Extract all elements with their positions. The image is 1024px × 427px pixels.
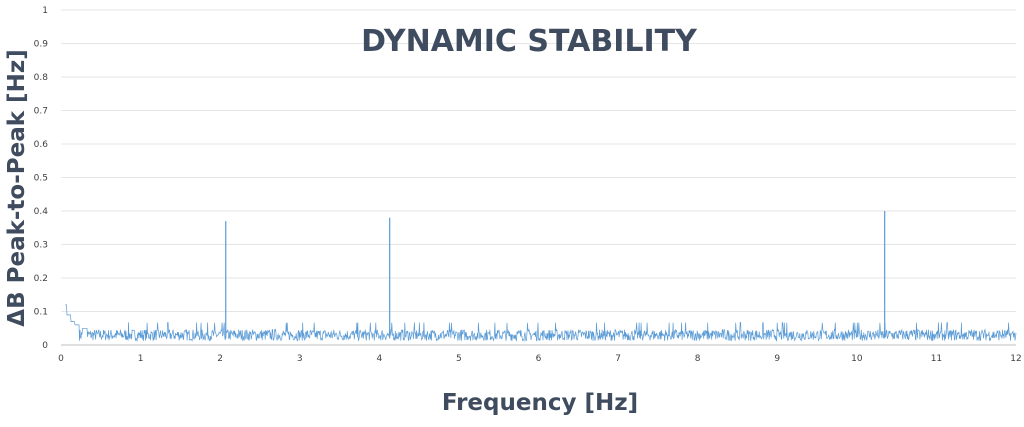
grid-lines [61,9,1016,312]
y-tick-0.1: 0.1 [34,308,48,318]
y-tick-0.6: 0.6 [34,140,49,150]
y-tick-0.3: 0.3 [34,241,48,251]
spectrum-noise-floor [65,304,1017,343]
x-tick-11: 11 [931,354,942,364]
x-axis-label: Frequency [Hz] [442,390,638,416]
x-tick-3: 3 [297,354,303,364]
y-tick-0.9: 0.9 [34,40,49,50]
y-tick-0.5: 0.5 [34,174,48,184]
spectrum-peaks [225,211,886,339]
x-tick-9: 9 [774,354,780,364]
x-tick-6: 6 [536,354,542,364]
x-tick-5: 5 [456,354,462,364]
x-tick-1: 1 [138,354,144,364]
y-tick-1: 1 [42,6,48,16]
chart-title: DYNAMIC STABILITY [361,24,698,59]
y-tick-0: 0 [42,341,48,351]
y-tick-0.2: 0.2 [34,274,48,284]
x-tick-10: 10 [851,354,863,364]
x-tick-0: 0 [58,354,64,364]
x-tick-labels: 0 1 2 3 4 5 6 7 8 9 10 11 12 [58,354,1022,364]
x-tick-12: 12 [1010,354,1021,364]
y-tick-labels: 0 0.1 0.2 0.3 0.4 0.5 0.6 0.7 0.8 0.9 1 [34,6,49,351]
x-tick-4: 4 [376,354,382,364]
y-tick-0.8: 0.8 [34,73,49,83]
x-tick-8: 8 [695,354,701,364]
x-tick-7: 7 [615,354,621,364]
y-tick-0.7: 0.7 [34,107,48,117]
y-axis-label: ΔB Peak-to-Peak [Hz] [4,49,30,326]
x-tick-2: 2 [217,354,223,364]
y-tick-0.4: 0.4 [34,207,49,217]
